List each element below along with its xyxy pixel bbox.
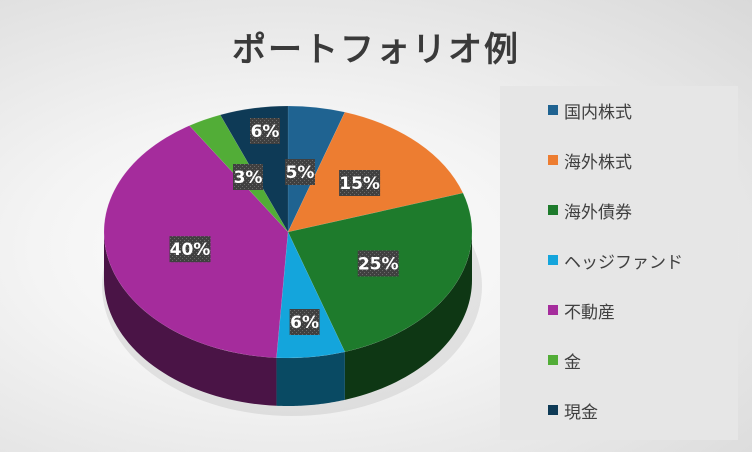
legend-swatch [548, 105, 558, 115]
data-label-text: 25% [358, 255, 399, 275]
data-label-box [339, 170, 381, 196]
pie-side-4 [276, 351, 345, 406]
data-label-box [250, 118, 280, 144]
pie-slice-1 [287, 105, 346, 233]
legend-item: 国内株式 [548, 98, 632, 123]
legend-swatch [548, 255, 558, 265]
chart-title: ポートフォリオ例 [232, 30, 520, 70]
data-label-text: 6% [251, 122, 280, 142]
legend-label: 不動産 [564, 302, 615, 323]
legend-item: 現金 [548, 398, 598, 423]
data-label-5: 40% [169, 236, 211, 263]
legend-swatch [548, 305, 558, 315]
legend-label: 現金 [564, 402, 598, 423]
legend-item: 海外株式 [548, 148, 632, 173]
legend-item: 金 [548, 348, 581, 373]
data-label-7: 6% [250, 118, 280, 144]
legend-swatch [548, 155, 558, 165]
data-label-3: 25% [357, 250, 399, 277]
data-label-text: 5% [286, 163, 315, 183]
data-label-1: 5% [285, 159, 315, 185]
data-label-2: 15% [339, 170, 381, 196]
data-label-text: 3% [234, 168, 263, 188]
pie-slices [103, 105, 473, 359]
legend: 国内株式海外株式海外債券ヘッジファンド 不動産金現金 [500, 86, 738, 440]
legend-label: ヘッジファンド [564, 252, 683, 273]
data-label-box [233, 164, 263, 190]
legend-swatch [548, 405, 558, 415]
data-label-box [357, 250, 399, 277]
pie-side-5 [104, 232, 277, 406]
data-label-box [285, 159, 315, 185]
data-label-box [289, 309, 320, 335]
data-label-text: 40% [170, 240, 211, 260]
legend-item: 海外債券 [548, 198, 632, 223]
legend-swatch [548, 205, 558, 215]
data-labels: 5% 15% 25% 6% 40% 3% 6% [169, 118, 399, 335]
legend-item: ヘッジファンド [548, 248, 683, 273]
data-label-text: 6% [290, 313, 319, 333]
pie-side-walls [104, 232, 472, 406]
legend-label: 海外株式 [564, 152, 632, 173]
data-label-text: 15% [339, 174, 380, 194]
legend-label: 海外債券 [564, 202, 632, 223]
data-label-4: 6% [289, 309, 320, 335]
legend-label: 国内株式 [564, 102, 632, 123]
legend-label: 金 [564, 352, 581, 373]
data-label-6: 3% [233, 164, 263, 190]
data-label-box [169, 236, 211, 263]
legend-item: 不動産 [548, 298, 615, 323]
legend-swatch [548, 355, 558, 365]
pie-side-3 [344, 232, 472, 400]
